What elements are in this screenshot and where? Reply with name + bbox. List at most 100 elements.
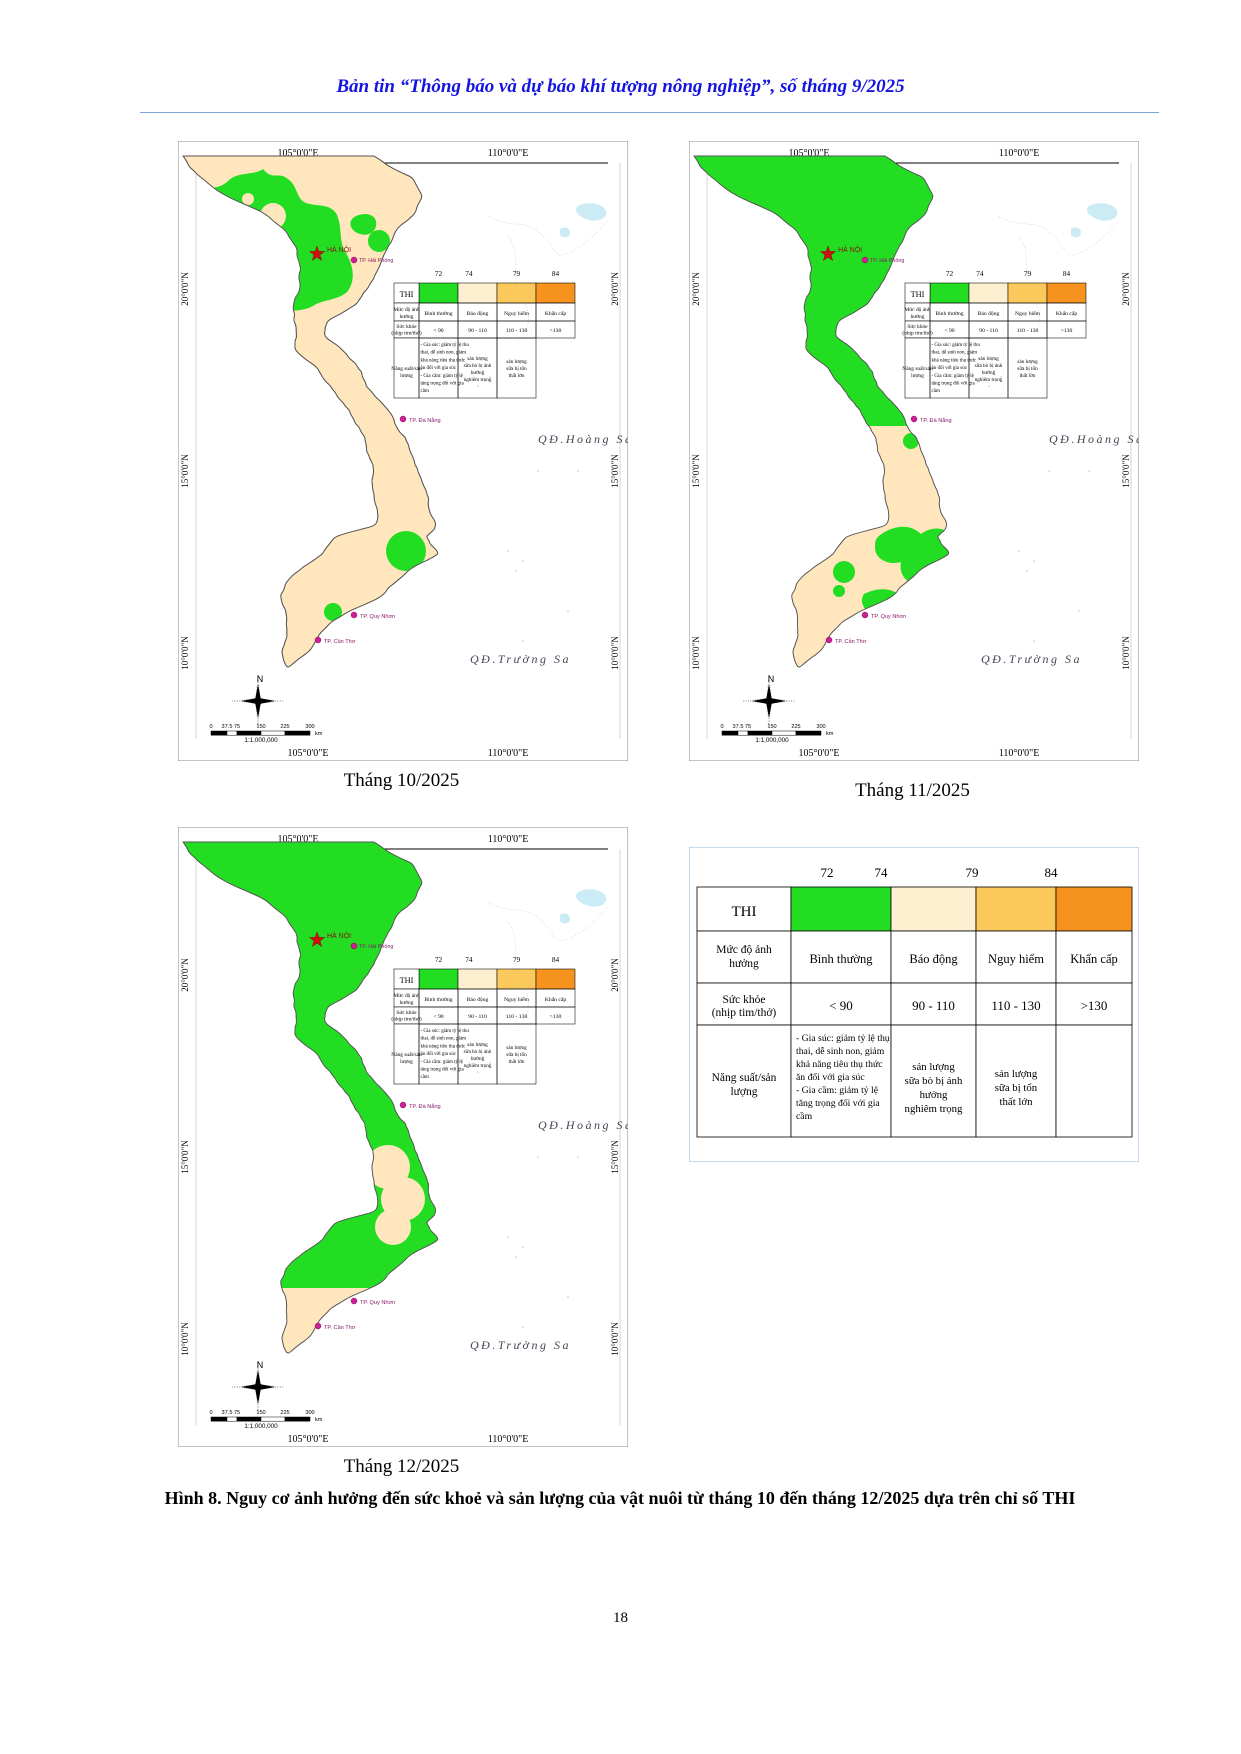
svg-text:Mức độ ảnh: Mức độ ảnh <box>394 307 420 313</box>
svg-text:20°0'0"N: 20°0'0"N <box>610 958 620 992</box>
svg-text:(nhịp tim/thở): (nhịp tim/thở) <box>391 330 421 337</box>
svg-text:ăn đối với gia súc: ăn đối với gia súc <box>796 1072 865 1083</box>
svg-text:72: 72 <box>435 269 443 278</box>
svg-text:72: 72 <box>821 865 834 880</box>
svg-text:15°0'0"N: 15°0'0"N <box>180 454 190 488</box>
svg-text:sữa bị tổn: sữa bị tổn <box>506 365 527 372</box>
svg-text:TP. Quy Nhơn: TP. Quy Nhơn <box>360 1300 395 1306</box>
svg-text:84: 84 <box>1063 269 1071 278</box>
svg-text:20°0'0"N: 20°0'0"N <box>1121 272 1131 306</box>
svg-text:hưởng: hưởng <box>920 1089 948 1101</box>
svg-text:Nguy hiểm: Nguy hiểm <box>504 996 530 1003</box>
svg-text:- Gia súc: giảm tỷ lệ thu: - Gia súc: giảm tỷ lệ thu <box>932 343 981 348</box>
svg-text:0: 0 <box>720 724 723 730</box>
svg-text:hưởng: hưởng <box>471 1056 485 1062</box>
svg-text:Mức độ ảnh: Mức độ ảnh <box>905 307 931 313</box>
svg-text:74: 74 <box>875 865 889 880</box>
svg-text:N: N <box>257 674 264 684</box>
svg-text:TP. Đà Nẵng: TP. Đà Nẵng <box>920 417 952 424</box>
svg-text:110 - 130: 110 - 130 <box>506 1014 528 1020</box>
svg-text:thai, dễ sinh non, giảm: thai, dễ sinh non, giảm <box>932 350 978 356</box>
svg-text:QÐ.Hoàng Sa: QÐ.Hoàng Sa <box>538 1118 628 1132</box>
svg-text:ăn đối với gia súc: ăn đối với gia súc <box>421 1052 457 1057</box>
svg-text:110 - 130: 110 - 130 <box>991 998 1040 1013</box>
svg-text:Khẩn cấp: Khẩn cấp <box>1070 952 1118 966</box>
svg-text:105°0'0"E: 105°0'0"E <box>288 1434 329 1445</box>
svg-text:225: 225 <box>280 724 289 730</box>
svg-text:cầm: cầm <box>421 389 429 394</box>
svg-text:THI: THI <box>911 290 925 299</box>
svg-text:(nhịp tim/thở): (nhịp tim/thở) <box>902 330 932 337</box>
svg-text:20°0'0"N: 20°0'0"N <box>691 272 701 306</box>
svg-text:1:1,000,000: 1:1,000,000 <box>244 737 278 744</box>
svg-text:TP. Hải Phòng: TP. Hải Phòng <box>359 944 393 950</box>
svg-text:75: 75 <box>234 724 240 730</box>
svg-text:hưởng: hưởng <box>471 370 485 376</box>
svg-text:< 90: < 90 <box>433 328 443 334</box>
svg-text:150: 150 <box>256 724 265 730</box>
svg-text:Năng suất/sản: Năng suất/sản <box>902 365 933 372</box>
svg-text:75: 75 <box>234 1410 240 1416</box>
svg-text:TP. Hải Phòng: TP. Hải Phòng <box>359 258 393 264</box>
svg-text:90 - 110: 90 - 110 <box>912 998 955 1013</box>
svg-text:N: N <box>768 674 775 684</box>
svg-text:10°0'0"N: 10°0'0"N <box>1121 636 1131 670</box>
svg-text:Khẩn cấp: Khẩn cấp <box>1056 310 1077 317</box>
svg-text:THI: THI <box>732 904 757 920</box>
svg-text:QÐ.Hoàng Sa: QÐ.Hoàng Sa <box>1049 432 1139 446</box>
svg-text:ăn đối với gia súc: ăn đối với gia súc <box>932 366 968 371</box>
svg-text:110°0'0"E: 110°0'0"E <box>999 148 1040 159</box>
svg-text:Báo động: Báo động <box>909 952 958 966</box>
svg-text:QÐ.Trường Sa: QÐ.Trường Sa <box>470 1338 571 1352</box>
svg-text:Năng suất/sản: Năng suất/sản <box>712 1071 777 1084</box>
svg-text:TP. Cần Thơ: TP. Cần Thơ <box>324 1325 356 1331</box>
svg-text:sữa bị tổn: sữa bị tổn <box>995 1082 1038 1094</box>
svg-text:37.5: 37.5 <box>222 1410 233 1416</box>
svg-text:TP. Cần Thơ: TP. Cần Thơ <box>324 639 356 645</box>
svg-text:thất lớn: thất lớn <box>509 1058 525 1065</box>
svg-text:37.5: 37.5 <box>733 724 744 730</box>
svg-text:150: 150 <box>767 724 776 730</box>
svg-text:>130: >130 <box>1061 328 1073 334</box>
svg-text:- Gia súc: giảm tỷ lệ thu: - Gia súc: giảm tỷ lệ thu <box>421 343 470 348</box>
svg-text:hưởng: hưởng <box>400 1000 414 1006</box>
svg-text:37.5: 37.5 <box>222 724 233 730</box>
svg-text:Năng suất/sản: Năng suất/sản <box>391 1051 422 1058</box>
svg-text:sữa bò bị ảnh: sữa bò bị ảnh <box>975 363 1003 369</box>
svg-text:TP. Đà Nẵng: TP. Đà Nẵng <box>409 417 441 424</box>
svg-text:Báo động: Báo động <box>978 311 1000 317</box>
svg-text:74: 74 <box>976 269 984 278</box>
svg-text:thất lớn: thất lớn <box>1000 1096 1034 1108</box>
svg-text:90 - 110: 90 - 110 <box>468 328 487 334</box>
svg-text:Báo động: Báo động <box>467 311 489 317</box>
svg-text:Bình thường: Bình thường <box>424 311 452 317</box>
svg-text:- Gia súc: giảm tỷ lệ thu: - Gia súc: giảm tỷ lệ thu <box>421 1029 470 1034</box>
svg-text:>130: >130 <box>550 328 562 334</box>
svg-text:Năng suất/sản: Năng suất/sản <box>391 365 422 372</box>
svg-text:225: 225 <box>791 724 800 730</box>
svg-text:20°0'0"N: 20°0'0"N <box>180 272 190 306</box>
svg-text:Sức khỏe: Sức khỏe <box>396 324 417 330</box>
svg-text:sản lượng: sản lượng <box>467 356 488 362</box>
svg-text:10°0'0"N: 10°0'0"N <box>691 636 701 670</box>
svg-text:(nhịp tim/thở): (nhịp tim/thở) <box>391 1016 421 1023</box>
svg-text:nghiêm trọng: nghiêm trọng <box>464 377 492 383</box>
svg-text:khả năng tiêu thụ thức: khả năng tiêu thụ thức <box>421 358 466 363</box>
svg-text:HÀ NỘI: HÀ NỘI <box>838 245 862 254</box>
svg-text:sản lượng: sản lượng <box>467 1042 488 1048</box>
svg-text:15°0'0"N: 15°0'0"N <box>180 1140 190 1174</box>
svg-text:74: 74 <box>465 955 473 964</box>
svg-text:>130: >130 <box>550 1014 562 1020</box>
svg-text:1:1,000,000: 1:1,000,000 <box>244 1423 278 1430</box>
svg-text:Mức độ ảnh: Mức độ ảnh <box>394 993 420 999</box>
svg-text:hưởng: hưởng <box>729 958 759 970</box>
svg-text:cầm: cầm <box>421 1075 429 1080</box>
svg-text:72: 72 <box>435 955 443 964</box>
svg-text:QÐ.Trường Sa: QÐ.Trường Sa <box>981 652 1082 666</box>
svg-text:84: 84 <box>552 269 560 278</box>
svg-text:1:1,000,000: 1:1,000,000 <box>755 737 789 744</box>
svg-text:km: km <box>315 1417 323 1423</box>
svg-text:HÀ NỘI: HÀ NỘI <box>327 245 351 254</box>
svg-text:khả năng tiêu thụ thức: khả năng tiêu thụ thức <box>421 1044 466 1049</box>
svg-text:hưởng: hưởng <box>400 314 414 320</box>
